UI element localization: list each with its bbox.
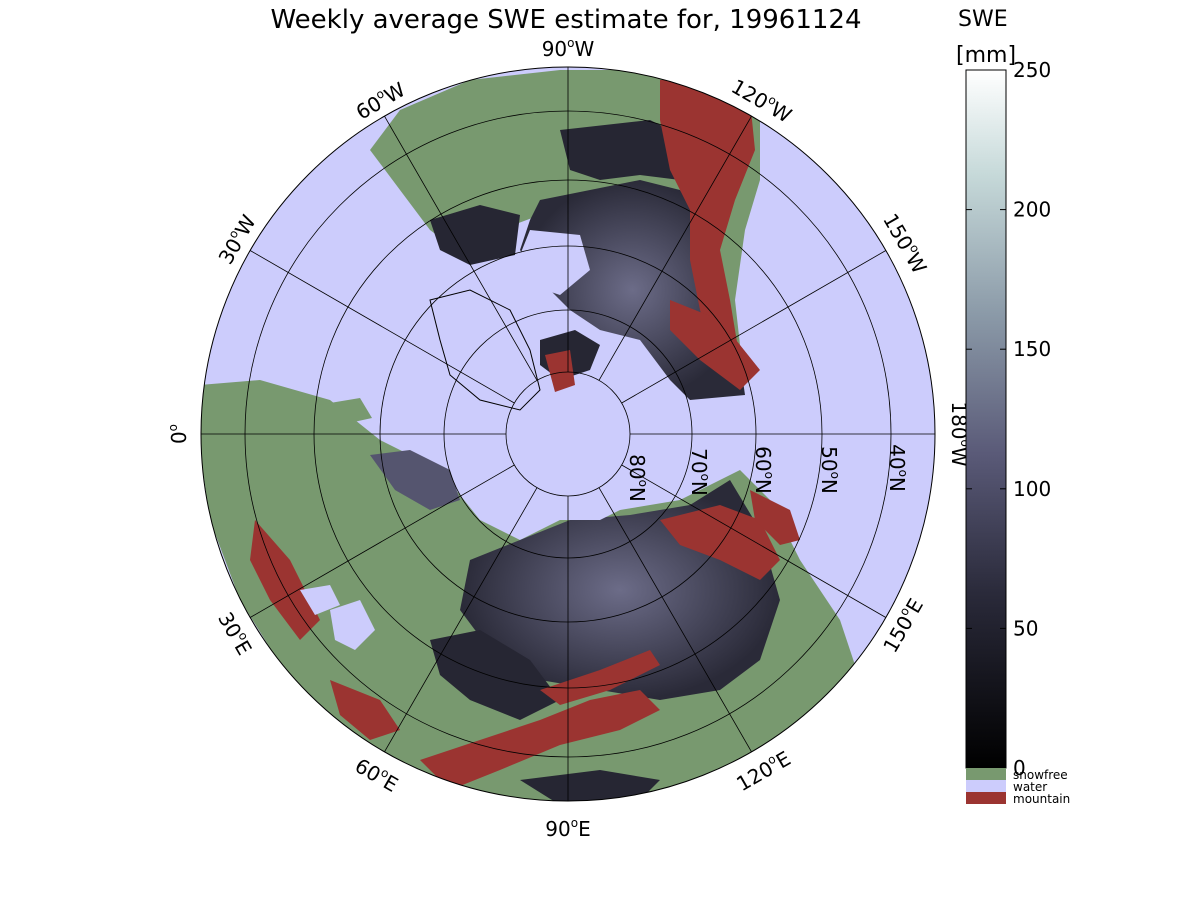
lon-label-180w: 180oW xyxy=(947,401,972,467)
kamchatka xyxy=(750,490,800,545)
lat-label-40n: 40oN xyxy=(885,444,910,492)
meridian-line xyxy=(384,115,538,381)
north-america-snow-labrador xyxy=(430,205,520,265)
meridian-line xyxy=(384,487,538,753)
scandinavia-snow xyxy=(370,450,460,510)
colorbar-tick-label: 50 xyxy=(1013,616,1038,640)
meridian-line xyxy=(598,487,752,753)
graticule xyxy=(200,66,936,802)
colorbar-gradient xyxy=(965,69,1007,769)
colorbar-tick-label: 0 xyxy=(1013,756,1026,780)
colorbar-tick-label: 200 xyxy=(1013,198,1051,222)
far-east-mountains xyxy=(660,505,780,580)
siberia-snow-dark xyxy=(430,630,560,720)
altai-mountains xyxy=(540,650,660,705)
lat-label-60n: 60oN xyxy=(751,446,776,494)
caspian-sea xyxy=(330,600,375,650)
rocky-mountains xyxy=(660,80,755,360)
colorbar-label-units: [mm] xyxy=(956,43,1016,68)
colorbar-tick-label: 150 xyxy=(1013,337,1051,361)
lon-label-90e: 90oE xyxy=(545,816,590,841)
meridian-line xyxy=(621,464,887,618)
meridian-line xyxy=(249,250,515,404)
iceland xyxy=(318,398,372,425)
meridian-line xyxy=(598,115,752,381)
caucasus-mountains xyxy=(330,680,400,740)
north-america-snow-west xyxy=(560,120,690,180)
legend-swatch-snowfree xyxy=(966,768,1006,780)
lon-label-60e: 60oE xyxy=(351,753,403,797)
legend-label-mountain: mountain xyxy=(1013,792,1070,806)
arctic-ocean-inner xyxy=(500,390,680,520)
polar-map xyxy=(201,67,935,801)
black-sea xyxy=(300,585,340,615)
lat-label-50n: 50oN xyxy=(817,446,842,494)
colorbar: SWE [mm] 250 200 150 100 50 0 xyxy=(956,7,1051,780)
legend-label-snowfree: snowfree xyxy=(1013,768,1068,782)
map-border xyxy=(200,66,936,802)
category-legend: snowfree water mountain xyxy=(966,768,1070,806)
greenland xyxy=(429,289,541,411)
alps-mountains xyxy=(250,520,320,640)
lon-label-0: 0o xyxy=(166,424,191,444)
colorbar-tick-label: 250 xyxy=(1013,58,1051,82)
map-title: Weekly average SWE estimate for, 1996112… xyxy=(270,5,861,35)
colorbar-tick-label: 100 xyxy=(1013,477,1051,501)
meridian-line xyxy=(249,464,515,618)
lat-label-70n: 70oN xyxy=(687,448,712,496)
lat-label-80n: 80oN xyxy=(625,454,650,502)
colorbar-label-swe: SWE xyxy=(958,7,1008,32)
alaska-range xyxy=(670,300,760,390)
baffin-mountain xyxy=(545,350,575,392)
latitude-labels: 80oN 70oN 60oN 50oN 40oN xyxy=(625,444,910,502)
legend-swatch-water xyxy=(966,780,1006,792)
himalaya-mountains xyxy=(420,690,660,790)
meridian-line xyxy=(621,250,887,404)
legend-label-water: water xyxy=(1013,780,1047,794)
lon-label-90w: 90oW xyxy=(542,36,595,61)
legend-swatch-mountain xyxy=(966,792,1006,804)
